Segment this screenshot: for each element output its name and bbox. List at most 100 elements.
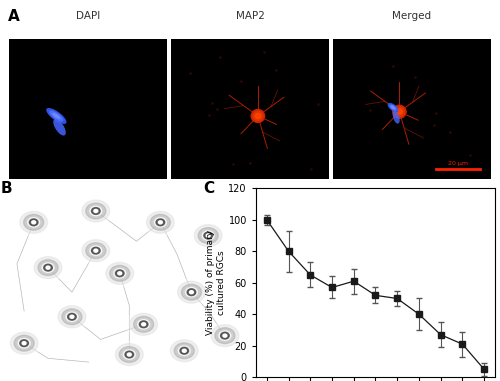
- Ellipse shape: [254, 112, 262, 119]
- Circle shape: [114, 269, 126, 278]
- Circle shape: [68, 313, 76, 320]
- Circle shape: [34, 257, 62, 279]
- Circle shape: [128, 353, 131, 356]
- Circle shape: [158, 221, 162, 224]
- Ellipse shape: [52, 113, 60, 119]
- Circle shape: [206, 234, 210, 237]
- Circle shape: [54, 303, 89, 330]
- Circle shape: [146, 211, 174, 233]
- Circle shape: [142, 323, 146, 326]
- Circle shape: [120, 347, 140, 362]
- Circle shape: [31, 254, 65, 281]
- Circle shape: [112, 341, 146, 368]
- Circle shape: [102, 260, 137, 287]
- Ellipse shape: [390, 104, 396, 110]
- Circle shape: [62, 309, 82, 325]
- Ellipse shape: [53, 119, 66, 136]
- Circle shape: [187, 289, 196, 296]
- Ellipse shape: [49, 110, 64, 122]
- Circle shape: [46, 266, 50, 269]
- Text: Merged: Merged: [392, 11, 432, 21]
- Circle shape: [182, 349, 186, 352]
- Circle shape: [90, 246, 102, 255]
- Circle shape: [126, 311, 161, 338]
- Circle shape: [92, 247, 100, 254]
- Circle shape: [186, 288, 198, 297]
- Text: A: A: [8, 10, 19, 24]
- Ellipse shape: [392, 111, 400, 124]
- Circle shape: [167, 337, 202, 364]
- Circle shape: [94, 249, 98, 252]
- Circle shape: [20, 211, 48, 233]
- Circle shape: [156, 219, 164, 226]
- Circle shape: [154, 218, 166, 227]
- Text: B: B: [0, 181, 12, 196]
- Circle shape: [138, 320, 149, 329]
- Circle shape: [14, 335, 34, 351]
- Circle shape: [178, 346, 190, 355]
- Circle shape: [24, 215, 44, 230]
- Circle shape: [86, 203, 106, 219]
- Circle shape: [70, 315, 74, 318]
- Bar: [171, 38, 329, 179]
- Circle shape: [180, 347, 188, 354]
- Ellipse shape: [388, 103, 398, 112]
- Text: DAPI: DAPI: [76, 11, 100, 21]
- Circle shape: [124, 350, 136, 359]
- Circle shape: [178, 281, 206, 303]
- Circle shape: [10, 332, 38, 354]
- Circle shape: [202, 231, 214, 240]
- Circle shape: [182, 284, 202, 300]
- Y-axis label: Viability (%) of primary
cultured RGCs: Viability (%) of primary cultured RGCs: [206, 230, 226, 335]
- Circle shape: [22, 342, 26, 345]
- Circle shape: [18, 338, 30, 348]
- Circle shape: [58, 306, 86, 328]
- Circle shape: [30, 219, 38, 226]
- Ellipse shape: [46, 108, 66, 124]
- Circle shape: [215, 328, 235, 344]
- Circle shape: [174, 279, 208, 306]
- Circle shape: [116, 344, 143, 365]
- Circle shape: [174, 343, 195, 359]
- Ellipse shape: [392, 104, 407, 119]
- Circle shape: [208, 322, 242, 349]
- Bar: [333, 38, 491, 179]
- Circle shape: [42, 263, 54, 272]
- Circle shape: [7, 330, 42, 357]
- Circle shape: [38, 260, 58, 275]
- Ellipse shape: [396, 108, 403, 115]
- Circle shape: [90, 206, 102, 216]
- Circle shape: [198, 227, 218, 243]
- Circle shape: [140, 321, 148, 328]
- Text: C: C: [204, 181, 214, 196]
- Circle shape: [150, 215, 171, 230]
- Circle shape: [44, 264, 52, 271]
- Bar: [9, 38, 167, 179]
- Circle shape: [32, 221, 35, 224]
- Circle shape: [220, 332, 229, 339]
- Circle shape: [106, 263, 134, 284]
- Circle shape: [191, 222, 226, 249]
- Ellipse shape: [391, 106, 396, 109]
- Circle shape: [20, 340, 28, 347]
- Circle shape: [223, 334, 227, 337]
- Circle shape: [170, 340, 198, 362]
- Circle shape: [211, 325, 239, 347]
- Circle shape: [66, 312, 78, 322]
- Circle shape: [94, 210, 98, 213]
- Circle shape: [78, 197, 113, 224]
- Circle shape: [92, 208, 100, 215]
- Circle shape: [194, 224, 222, 247]
- Circle shape: [219, 331, 231, 340]
- Circle shape: [28, 218, 40, 227]
- Circle shape: [143, 209, 178, 236]
- Circle shape: [134, 316, 154, 332]
- Circle shape: [86, 243, 106, 259]
- Ellipse shape: [394, 106, 405, 117]
- Circle shape: [82, 240, 110, 262]
- Circle shape: [204, 232, 212, 239]
- Text: MAP2: MAP2: [236, 11, 264, 21]
- Circle shape: [110, 266, 130, 281]
- Circle shape: [116, 270, 124, 277]
- Circle shape: [78, 237, 113, 264]
